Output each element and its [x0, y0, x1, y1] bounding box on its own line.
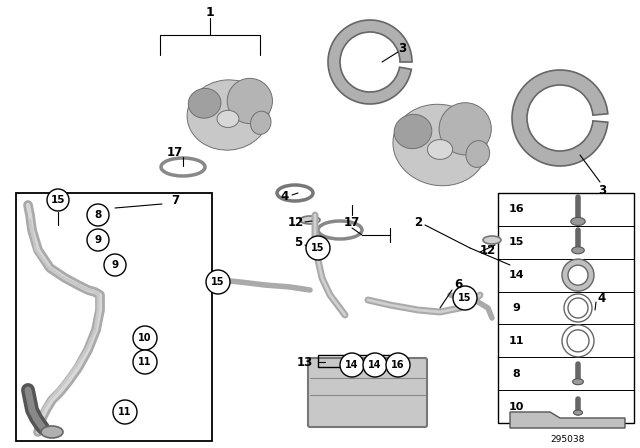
- Text: 11: 11: [118, 407, 132, 417]
- Text: 15: 15: [508, 237, 524, 247]
- Text: 13: 13: [297, 356, 313, 369]
- Wedge shape: [554, 267, 630, 343]
- Text: 3: 3: [598, 184, 606, 197]
- Circle shape: [133, 326, 157, 350]
- Circle shape: [306, 236, 330, 260]
- Ellipse shape: [393, 104, 487, 186]
- Text: 12: 12: [288, 215, 304, 228]
- Text: 1: 1: [205, 5, 214, 18]
- Text: 17: 17: [344, 215, 360, 228]
- Text: 15: 15: [458, 293, 472, 303]
- Text: 10: 10: [138, 333, 152, 343]
- Ellipse shape: [573, 410, 582, 415]
- Text: 9: 9: [111, 260, 118, 270]
- FancyBboxPatch shape: [16, 193, 212, 441]
- Circle shape: [386, 353, 410, 377]
- Ellipse shape: [227, 78, 273, 124]
- FancyBboxPatch shape: [498, 193, 634, 423]
- Text: 12: 12: [480, 244, 496, 257]
- Text: 3: 3: [398, 42, 406, 55]
- Text: 4: 4: [281, 190, 289, 202]
- Ellipse shape: [300, 216, 320, 224]
- Ellipse shape: [483, 236, 501, 244]
- Text: 6: 6: [454, 279, 462, 292]
- Text: 16: 16: [391, 360, 404, 370]
- Text: 10: 10: [508, 401, 524, 412]
- FancyBboxPatch shape: [308, 358, 427, 427]
- Ellipse shape: [571, 217, 585, 225]
- Circle shape: [47, 189, 69, 211]
- Circle shape: [206, 270, 230, 294]
- Text: 5: 5: [294, 236, 302, 249]
- Ellipse shape: [187, 80, 269, 150]
- Ellipse shape: [572, 247, 584, 254]
- Text: 9: 9: [95, 235, 102, 245]
- Ellipse shape: [394, 114, 432, 149]
- Circle shape: [340, 353, 364, 377]
- Text: 9: 9: [512, 303, 520, 313]
- Wedge shape: [564, 294, 592, 322]
- Ellipse shape: [428, 140, 452, 159]
- Circle shape: [87, 204, 109, 226]
- Wedge shape: [562, 325, 594, 357]
- Text: 17: 17: [167, 146, 183, 159]
- Wedge shape: [512, 70, 608, 166]
- Text: 14: 14: [508, 270, 524, 280]
- Ellipse shape: [466, 141, 490, 168]
- Circle shape: [133, 350, 157, 374]
- Circle shape: [453, 286, 477, 310]
- Text: 8: 8: [94, 210, 102, 220]
- Text: 2: 2: [414, 215, 422, 228]
- Text: 15: 15: [311, 243, 324, 253]
- Ellipse shape: [250, 111, 271, 134]
- Polygon shape: [510, 412, 625, 428]
- Text: 15: 15: [51, 195, 65, 205]
- Ellipse shape: [41, 426, 63, 438]
- Ellipse shape: [573, 379, 584, 385]
- Circle shape: [113, 400, 137, 424]
- Ellipse shape: [217, 110, 239, 128]
- Text: 11: 11: [508, 336, 524, 346]
- Circle shape: [87, 229, 109, 251]
- Text: 15: 15: [211, 277, 225, 287]
- Text: 295038: 295038: [551, 435, 585, 444]
- Circle shape: [104, 254, 126, 276]
- Circle shape: [363, 353, 387, 377]
- Text: 14: 14: [345, 360, 359, 370]
- Ellipse shape: [439, 103, 492, 155]
- Text: 8: 8: [512, 369, 520, 379]
- Ellipse shape: [188, 88, 221, 118]
- Wedge shape: [562, 259, 594, 291]
- Wedge shape: [328, 20, 412, 104]
- Text: 16: 16: [508, 204, 524, 215]
- Text: 4: 4: [598, 292, 606, 305]
- Text: 11: 11: [138, 357, 152, 367]
- Text: 7: 7: [171, 194, 179, 207]
- Text: 14: 14: [368, 360, 381, 370]
